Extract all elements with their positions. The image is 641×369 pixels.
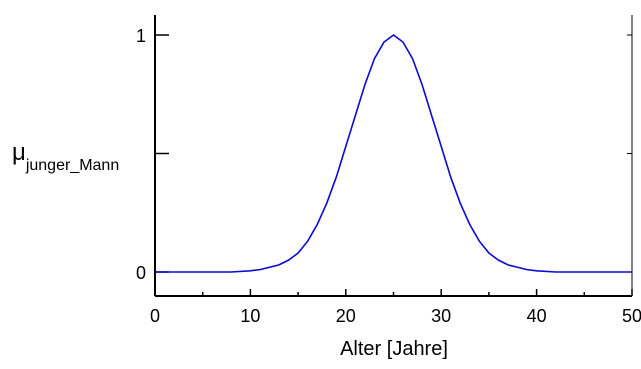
x-tick-label: 30 <box>431 306 451 326</box>
x-tick-label: 50 <box>622 306 641 326</box>
x-axis-title: Alter [Jahre] <box>340 338 448 360</box>
x-tick-label: 0 <box>150 306 160 326</box>
y-axis-title: μjunger_Mann <box>12 139 119 174</box>
x-tick-label: 20 <box>336 306 356 326</box>
y-tick-label: 1 <box>136 26 146 46</box>
x-tick-label: 10 <box>240 306 260 326</box>
y-axis-title-main: μ <box>12 139 26 166</box>
axes <box>155 15 632 296</box>
series-line <box>155 35 632 272</box>
x-tick-label: 40 <box>527 306 547 326</box>
y-tick-label: 0 <box>136 263 146 283</box>
y-axis-title-subscript: junger_Mann <box>25 157 119 174</box>
ticks <box>155 35 632 296</box>
tick-labels: 0 10 20 30 40 50 0 1 <box>136 26 641 326</box>
